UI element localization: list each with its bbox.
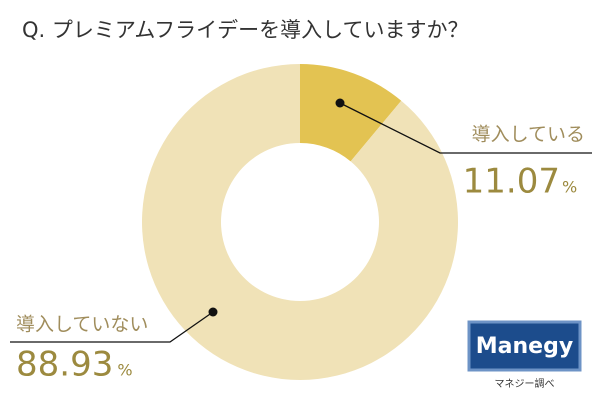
chart-title: Q. プレミアムフライデーを導入していますか？ xyxy=(22,18,469,42)
logo-box xyxy=(467,320,582,372)
value-unit: % xyxy=(117,361,132,380)
value-label: 88.93 xyxy=(16,345,113,385)
source: マネジー調べ xyxy=(495,377,555,390)
logo-text: Manegy xyxy=(476,334,573,359)
donut-slice xyxy=(142,64,458,380)
donut-slice xyxy=(300,64,402,162)
value-unit: % xyxy=(562,178,577,197)
leader-dot xyxy=(208,307,218,317)
leader-dot xyxy=(335,98,345,108)
leader-line xyxy=(10,311,214,343)
logo: Manegy xyxy=(467,320,582,372)
leader-line xyxy=(339,102,592,154)
category-label: 導入している xyxy=(472,124,585,146)
value-label: 11.07 xyxy=(463,162,560,202)
category-label: 導入していない xyxy=(16,314,148,336)
